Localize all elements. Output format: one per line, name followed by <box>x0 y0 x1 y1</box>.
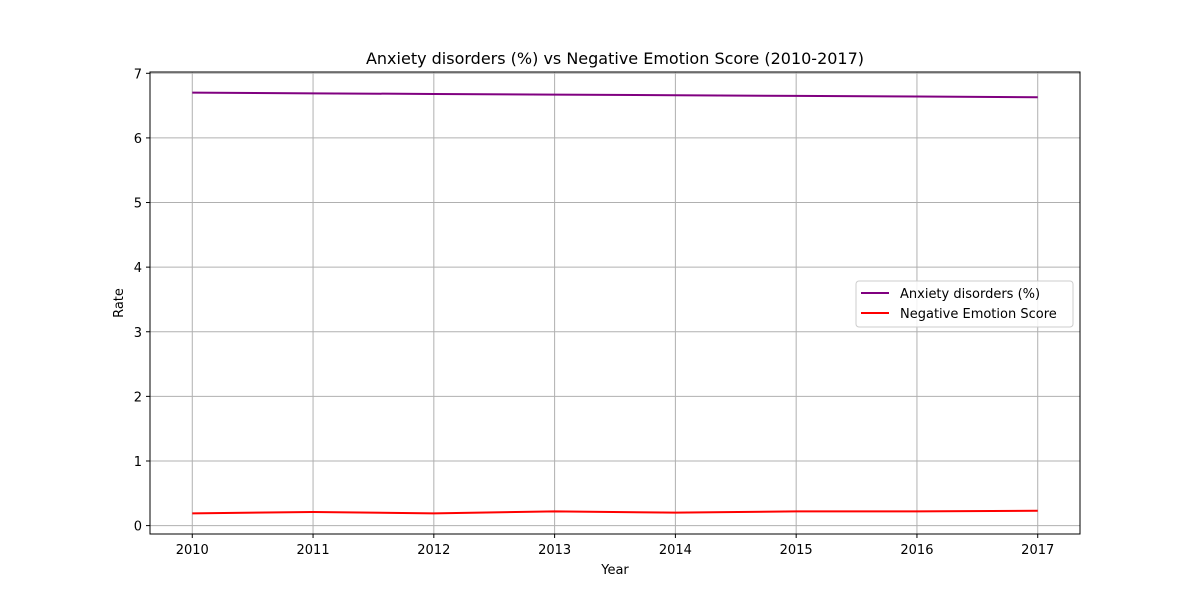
y-axis-title: Rate <box>112 288 127 318</box>
x-tick-label: 2013 <box>538 543 571 558</box>
x-tick-label: 2016 <box>900 543 933 558</box>
y-tick-label: 3 <box>134 326 142 341</box>
y-tick-label: 4 <box>134 261 142 276</box>
y-tick-label: 6 <box>134 132 142 147</box>
y-tick-label: 2 <box>134 390 142 405</box>
x-tick-label: 2010 <box>176 543 209 558</box>
x-tick-label: 2017 <box>1021 543 1054 558</box>
y-tick-label: 1 <box>134 455 142 470</box>
y-tick-label: 0 <box>134 520 142 535</box>
x-axis-title: Year <box>600 563 629 578</box>
legend-label: Anxiety disorders (%) <box>900 287 1040 302</box>
chart-title: Anxiety disorders (%) vs Negative Emotio… <box>366 49 864 68</box>
y-tick-label: 5 <box>134 197 142 212</box>
legend-label: Negative Emotion Score <box>900 307 1057 322</box>
series-line-anxiety-disorders <box>192 91 1038 99</box>
series-line-negative-emotion-score <box>192 509 1038 515</box>
plot-frame <box>149 71 1081 535</box>
x-tick-label: 2011 <box>297 543 330 558</box>
x-tick-label: 2015 <box>780 543 813 558</box>
grid-layer <box>150 72 1080 534</box>
tick-layer: 2010 2011 2012 2013 2014 2015 2016 2017 0 1 2 3 4 5 6 7 <box>134 67 1055 558</box>
x-tick-label: 2014 <box>659 543 692 558</box>
legend-box <box>855 280 1074 328</box>
y-tick-label: 7 <box>134 67 142 82</box>
x-tick-label: 2012 <box>417 543 450 558</box>
legend: Anxiety disorders (%) Negative Emotion Sc… <box>855 280 1074 328</box>
series-layer <box>192 91 1038 515</box>
